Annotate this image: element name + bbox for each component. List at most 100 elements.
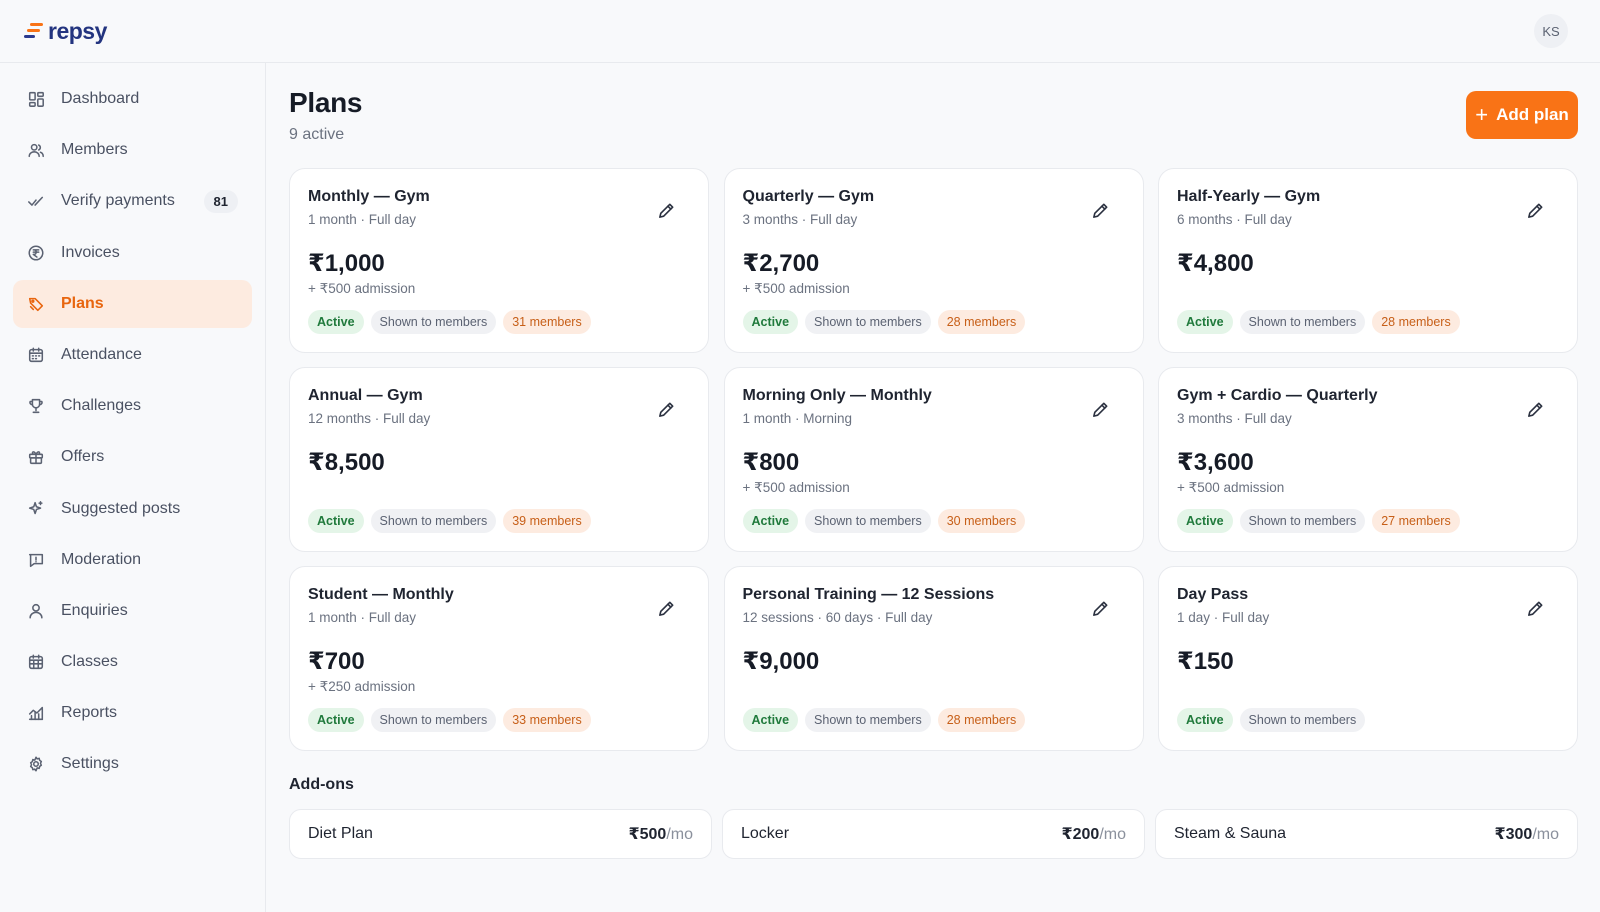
addon-price-group: ₹500/mo [629, 824, 694, 844]
check-icon [27, 192, 45, 210]
sidebar-item-label: Enquiries [61, 601, 128, 619]
plan-price: ₹800 [742, 449, 800, 476]
visibility-badge: Shown to members [805, 310, 931, 334]
plan-meta: 6 months · Full day [1177, 212, 1292, 227]
pencil-icon [1526, 599, 1545, 623]
plan-price: ₹3,600 [1177, 449, 1254, 476]
page-subtitle: 9 active [289, 126, 345, 143]
edit-plan-button[interactable] [652, 199, 680, 227]
edit-plan-button[interactable] [1521, 199, 1549, 227]
brand-logo[interactable]: repsy [24, 18, 107, 45]
sidebar-item-enquiries[interactable]: Enquiries [13, 587, 252, 635]
add-plan-label: Add plan [1496, 105, 1569, 124]
edit-plan-button[interactable] [652, 597, 680, 625]
sidebar-item-label: Attendance [61, 345, 142, 363]
pencil-icon [1091, 599, 1110, 623]
plan-card[interactable]: Half-Yearly — Gym 6 months · Full day ₹4,8… [1158, 168, 1578, 353]
plan-price: ₹700 [308, 648, 365, 675]
sidebar-item-suggested-posts[interactable]: Suggested posts [13, 485, 252, 533]
sidebar-item-dashboard[interactable]: Dashboard [13, 75, 252, 123]
plan-name: Student — Monthly [308, 586, 454, 603]
members-count-badge: 28 members [937, 708, 1026, 732]
addon-item[interactable]: Diet Plan ₹500/mo [289, 809, 712, 859]
plans-icon [27, 295, 45, 313]
plan-card[interactable]: Quarterly — Gym 3 months · Full day ₹2,700… [723, 168, 1144, 353]
edit-plan-button[interactable] [1521, 597, 1549, 625]
plan-price: ₹150 [1177, 648, 1234, 675]
addon-item[interactable]: Steam & Sauna ₹300/mo [1155, 809, 1578, 859]
addon-name: Steam & Sauna [1174, 825, 1287, 842]
sidebar-item-settings[interactable]: Settings [13, 740, 252, 788]
sidebar-item-reports[interactable]: Reports [13, 689, 252, 737]
visibility-badge: Shown to members [1239, 310, 1366, 334]
plan-badges: Active Shown to members [1177, 708, 1366, 732]
plan-card[interactable]: Morning Only — Monthly 1 month · Morning ₹… [723, 367, 1144, 552]
status-badge: Active [742, 708, 799, 732]
members-icon [27, 141, 45, 159]
status-badge: Active [308, 310, 364, 334]
sidebar-item-label: Plans [61, 294, 104, 312]
plan-meta: 3 months · Full day [1177, 411, 1292, 426]
plan-meta: 1 month · Full day [308, 212, 417, 227]
plan-card[interactable]: Annual — Gym 12 months · Full day ₹8,500 Ac… [289, 367, 709, 552]
plan-card[interactable]: Monthly — Gym 1 month · Full day ₹1,000 + ₹… [289, 168, 709, 353]
plan-meta: 12 months · Full day [308, 411, 431, 426]
sidebar-item-attendance[interactable]: Attendance [13, 331, 252, 379]
plan-badges: Active Shown to members 33 members [308, 708, 591, 732]
sidebar-item-label: Reports [61, 704, 118, 722]
dashboard-icon [27, 90, 45, 108]
avatar[interactable]: KS [1534, 14, 1568, 48]
plan-card[interactable]: Student — Monthly 1 month · Full day ₹700 +… [289, 566, 709, 751]
status-badge: Active [1177, 310, 1233, 334]
brand-name: repsy [48, 17, 107, 44]
plan-price: ₹8,500 [308, 449, 385, 476]
addon-unit: /mo [1532, 826, 1559, 843]
members-count-badge: 30 members [937, 509, 1026, 533]
visibility-badge: Shown to members [370, 708, 497, 732]
sidebar-item-verify-payments[interactable]: Verify payments 81 [13, 177, 252, 225]
visibility-badge: Shown to members [1239, 708, 1366, 732]
sidebar-item-members[interactable]: Members [13, 126, 252, 174]
plan-meta: 1 day · Full day [1177, 610, 1270, 625]
admission-fee: + ₹500 admission [742, 480, 850, 495]
plan-price: ₹2,700 [742, 250, 820, 277]
plan-card[interactable]: Personal Training — 12 Sessions 12 sessio… [723, 566, 1144, 751]
page-title: Plans [289, 87, 363, 118]
status-badge: Active [742, 509, 799, 533]
plan-meta: 3 months · Full day [742, 212, 858, 227]
chart-icon [27, 704, 45, 722]
addon-unit: /mo [666, 826, 693, 843]
add-plan-button[interactable]: + Add plan [1466, 91, 1578, 139]
sidebar-item-offers[interactable]: Offers [13, 433, 252, 481]
plan-card[interactable]: Gym + Cardio — Quarterly 3 months · Full … [1158, 367, 1578, 552]
sidebar-item-challenges[interactable]: Challenges [13, 382, 252, 430]
gift-icon [27, 448, 45, 466]
sidebar-item-invoices[interactable]: Invoices [13, 229, 252, 277]
edit-plan-button[interactable] [1087, 398, 1115, 426]
gear-icon [27, 755, 45, 773]
edit-plan-button[interactable] [1521, 398, 1549, 426]
sparkle-icon [27, 500, 45, 518]
sidebar-item-moderation[interactable]: Moderation [13, 536, 252, 584]
addon-price: ₹300 [1494, 826, 1533, 843]
plus-icon: + [1475, 102, 1489, 127]
logo-icon [24, 22, 44, 40]
plan-card[interactable]: Day Pass 1 day · Full day ₹150 Active Shown … [1158, 566, 1578, 751]
sidebar-item-plans[interactable]: Plans [13, 279, 252, 328]
pencil-icon [657, 400, 676, 424]
sidebar-item-label: Settings [61, 755, 119, 773]
edit-plan-button[interactable] [1087, 597, 1115, 625]
edit-plan-button[interactable] [1087, 199, 1115, 227]
pencil-icon [1526, 400, 1545, 424]
sidebar: Dashboard Members Verify payments 81 Invoice… [0, 63, 266, 912]
addon-item[interactable]: Locker ₹200/mo [722, 809, 1145, 859]
sidebar-item-classes[interactable]: Classes [13, 638, 252, 686]
addon-price-group: ₹300/mo [1495, 824, 1560, 844]
addon-unit: /mo [1099, 826, 1126, 843]
addon-name: Locker [741, 825, 790, 842]
admission-fee: + ₹500 admission [308, 281, 416, 296]
visibility-badge: Shown to members [370, 310, 497, 334]
admission-fee: + ₹500 admission [1177, 480, 1285, 495]
visibility-badge: Shown to members [805, 509, 931, 533]
edit-plan-button[interactable] [652, 398, 680, 426]
